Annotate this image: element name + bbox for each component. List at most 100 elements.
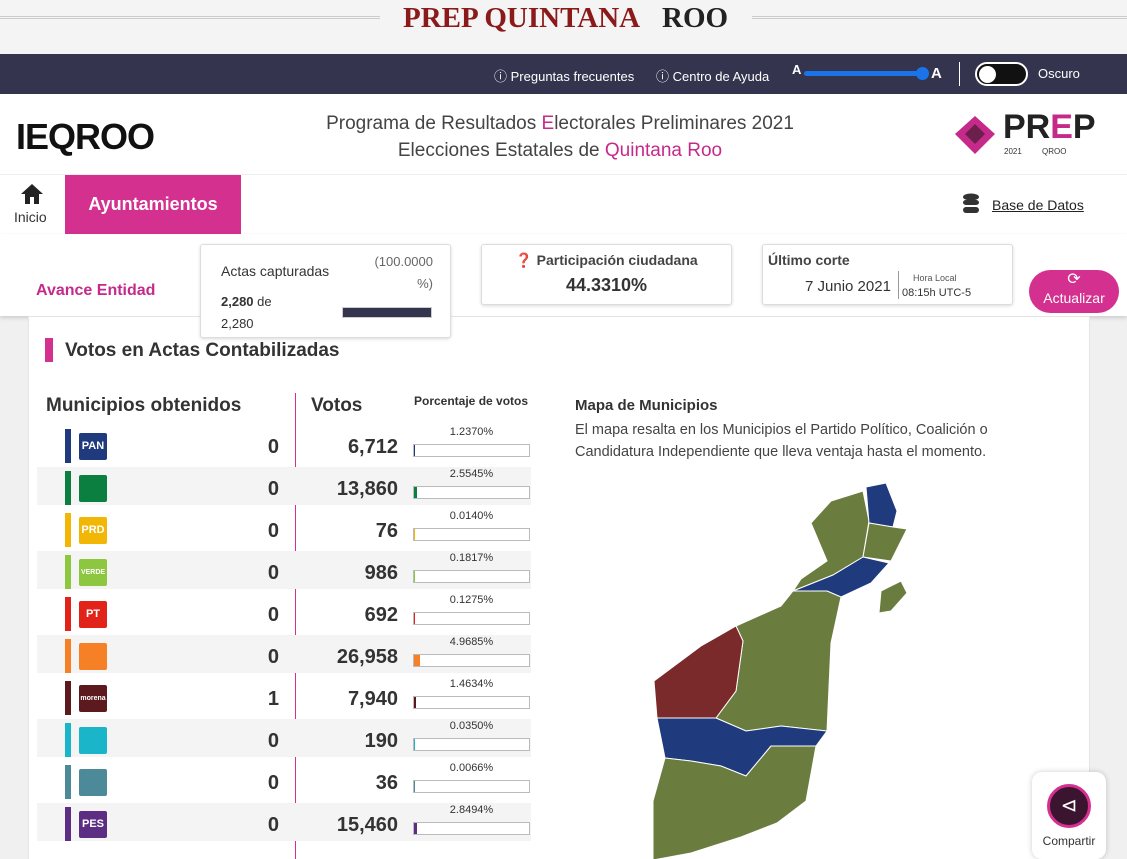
party-logo: morena	[79, 685, 107, 712]
pct-label: 0.0140%	[449, 510, 494, 522]
municipios: 0	[267, 478, 279, 500]
t: de	[257, 294, 272, 309]
divider	[295, 393, 296, 859]
votos: 190	[364, 730, 398, 752]
help-text: Centro de Ayuda	[672, 69, 770, 84]
actas-count: 2,280 de 2,280	[221, 291, 301, 335]
t: Participación ciudadana	[536, 252, 698, 268]
header: IEQROO Programa de Resultados Electorale…	[0, 94, 1127, 174]
pct-track	[413, 654, 530, 667]
actas-pct: (100.0000 %)	[374, 254, 433, 291]
t: Quintana Roo	[604, 140, 723, 161]
pct-bar	[414, 697, 416, 708]
pct-label: 0.1817%	[449, 552, 494, 564]
header-title: Programa de Resultados Electorales Preli…	[300, 110, 820, 164]
pct-track	[413, 696, 530, 709]
faq-link[interactable]: ⓘ Preguntas frecuentes	[494, 69, 635, 84]
t: lectorales Preliminares 2021	[554, 113, 794, 134]
progress-track	[342, 307, 432, 318]
participacion-title: ❓ Participación ciudadana	[515, 252, 698, 268]
pct-track	[413, 822, 530, 835]
participacion-value: 44.3310%	[565, 275, 648, 295]
col-municipios: Municipios obtenidos	[46, 395, 242, 416]
t: E	[541, 113, 555, 134]
pct-bar	[414, 781, 415, 792]
pct-label: 1.2370%	[449, 426, 494, 438]
municipios: 0	[267, 436, 279, 458]
share-button[interactable]: ⊲ Compartir	[1032, 772, 1106, 859]
tab-active[interactable]: Ayuntamientos	[65, 175, 241, 235]
votos: 692	[364, 604, 398, 626]
rule	[752, 16, 1127, 19]
party-logo	[79, 643, 107, 670]
font-slider[interactable]	[804, 71, 924, 76]
refresh-button[interactable]: ⟳ Actualizar	[1029, 270, 1119, 313]
content-card: Votos en Actas Contabilizadas Municipios…	[28, 316, 1090, 859]
municipios: 0	[267, 772, 279, 794]
title-line: Elecciones Estatales de Quintana Roo	[300, 137, 820, 164]
theme-toggle[interactable]	[975, 62, 1028, 86]
corte-title: Último corte	[768, 252, 850, 268]
party-color	[65, 429, 71, 463]
diamond	[965, 124, 985, 144]
rule	[0, 16, 380, 19]
t: PR	[1003, 108, 1051, 146]
party-logo	[79, 475, 107, 502]
party-logo: VERDE	[79, 559, 107, 586]
s	[963, 193, 979, 201]
party-color	[65, 681, 71, 715]
col-votos: Votos	[311, 395, 363, 416]
help-link[interactable]: ⓘ Centro de Ayuda	[656, 69, 770, 84]
font-small: A	[792, 62, 802, 77]
participacion-box: ❓ Participación ciudadana 44.3310%	[481, 244, 732, 305]
home-link[interactable]: Inicio	[14, 209, 47, 225]
actas-title: Actas capturadas	[221, 263, 330, 279]
slider-thumb[interactable]	[916, 67, 929, 80]
municipio[interactable]	[862, 522, 908, 562]
toggle-knob	[979, 66, 996, 83]
municipios: 0	[267, 604, 279, 626]
s	[963, 207, 979, 213]
t: E	[1050, 108, 1073, 146]
pct-track	[413, 612, 530, 625]
pct-track	[413, 528, 530, 541]
pct-label: 0.0066%	[449, 762, 494, 774]
municipios: 0	[267, 730, 279, 752]
municipio[interactable]	[865, 482, 898, 528]
home-shape	[21, 184, 43, 204]
municipio[interactable]	[878, 580, 908, 614]
divider	[959, 62, 960, 86]
pct-bar	[414, 571, 415, 582]
db-link[interactable]: Base de Datos	[992, 197, 1084, 213]
municipio[interactable]	[652, 745, 817, 859]
t: Programa de Resultados	[326, 113, 542, 134]
pct-bar	[414, 655, 420, 666]
pct-track	[413, 444, 530, 457]
refresh-label: Actualizar	[1043, 290, 1105, 306]
title-line: Programa de Resultados Electorales Preli…	[300, 110, 820, 137]
party-color	[65, 765, 71, 799]
party-color	[65, 513, 71, 547]
pct-label: 0.1275%	[449, 594, 494, 606]
party-color	[65, 597, 71, 631]
party-color	[65, 471, 71, 505]
font-large: A	[931, 65, 942, 82]
share-icon: ⊲	[1047, 784, 1091, 828]
tz-label: Hora Local	[913, 273, 957, 283]
section-label: Avance Entidad	[36, 282, 156, 299]
prep-logo: PREP	[1003, 108, 1096, 147]
faq-text: Preguntas frecuentes	[510, 69, 635, 84]
home-icon[interactable]	[20, 183, 44, 205]
corte-box: Último corte 7 Junio 2021 Hora Local 08:…	[762, 244, 1013, 305]
votos: 15,460	[336, 814, 398, 836]
corte-time: 08:15h UTC-5	[902, 287, 972, 299]
pct-track	[413, 780, 530, 793]
map-title: Mapa de Municipios	[575, 397, 718, 414]
votos: 26,958	[336, 646, 398, 668]
map-description: El mapa resalta en los Municipios el Par…	[575, 422, 988, 460]
pct-bar	[414, 487, 417, 498]
votos: 36	[375, 772, 398, 794]
party-color	[65, 807, 71, 841]
municipios: 0	[267, 814, 279, 836]
